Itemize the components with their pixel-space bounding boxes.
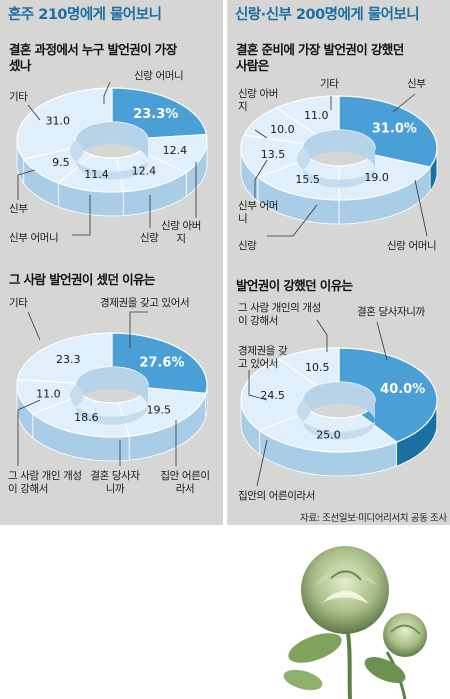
right-question-1: 결혼 준비에 가장 발언권이 강했던 사람은 bbox=[236, 42, 404, 74]
slice-label: 그 사람 개인 개성이 강해서 bbox=[8, 470, 82, 495]
slice-value-3: 11.4 bbox=[84, 168, 109, 181]
slice-value-1: 25.0 bbox=[316, 429, 341, 442]
slice-value-4: 9.5 bbox=[52, 156, 70, 169]
leader-line bbox=[17, 399, 41, 466]
right-question-2: 발언권이 강했던 이유는 bbox=[236, 278, 353, 293]
donut-hole-floor bbox=[70, 385, 148, 425]
slice-label: 기타 bbox=[320, 78, 339, 90]
donut-hole-floor bbox=[297, 148, 375, 188]
left-panel: 혼주 210명에게 물어보니 결혼 과정에서 누구 발언권이 가장 셌나 23.… bbox=[0, 0, 223, 525]
slice-top-1 bbox=[338, 153, 432, 201]
slice-label: 신랑 아버지 bbox=[161, 220, 201, 245]
leader-line bbox=[129, 311, 148, 348]
slice-label: 기타 bbox=[9, 91, 28, 103]
left-panel-title: 혼주 210명에게 물어보니 bbox=[8, 7, 162, 23]
slice-value-1: 12.4 bbox=[163, 144, 188, 157]
donut-hole-wall bbox=[76, 367, 148, 407]
left-question-1: 결혼 과정에서 누구 발언권이 가장 셌나 bbox=[9, 42, 177, 74]
left-question-1-line1: 결혼 과정에서 누구 발언권이 가장 bbox=[9, 42, 177, 57]
slice-value-5: 11.0 bbox=[304, 109, 329, 122]
donut-hole-wall bbox=[76, 122, 148, 162]
slice-value-1: 19.5 bbox=[146, 404, 171, 417]
slice-label: 신부 bbox=[407, 78, 426, 90]
donut-chart-left-2: 27.6% 19.5 18.6 11.0 23.3 bbox=[16, 311, 208, 466]
slice-value-2: 12.4 bbox=[132, 165, 157, 178]
slice-label: 신랑 어머니 bbox=[387, 240, 437, 252]
leader-line bbox=[392, 93, 416, 113]
slice-label: 신부 어머니 bbox=[9, 232, 59, 244]
slice-label: 신랑 어머니 bbox=[134, 70, 184, 82]
leader-line bbox=[316, 319, 328, 352]
leader-line bbox=[17, 169, 36, 200]
leader-line bbox=[103, 81, 111, 104]
donut-chart-right-1: 31.0% 19.0 15.5 13.5 10.0 11.0 bbox=[240, 93, 438, 237]
leader-line bbox=[254, 159, 268, 198]
slice-value-5: 31.0 bbox=[46, 114, 71, 127]
slice-value-0: 27.6% bbox=[139, 355, 184, 370]
rose-photo bbox=[283, 546, 427, 699]
donut-hole-wall bbox=[303, 130, 375, 170]
slice-top-2 bbox=[31, 394, 131, 438]
slice-label: 경제권을 갖고 있어서 bbox=[238, 345, 288, 370]
right-panel: 신랑·신부 200명에게 물어보니 결혼 준비에 가장 발언권이 강했던 사람은… bbox=[227, 0, 450, 525]
slice-value-0: 31.0% bbox=[372, 121, 417, 136]
leader-line bbox=[72, 195, 91, 236]
slice-label: 집안 어른이라서 bbox=[160, 470, 210, 495]
slice-label: 기타 bbox=[9, 297, 28, 309]
right-question-1-line1: 결혼 준비에 가장 발언권이 강했던 bbox=[236, 42, 404, 57]
leader-line bbox=[376, 321, 388, 361]
donut-hole-floor bbox=[70, 140, 148, 180]
source-note: 자료: 조선일보·미디어리서치 공동 조사 bbox=[300, 513, 447, 524]
donut-hole-wall bbox=[303, 382, 375, 422]
leader-line bbox=[267, 204, 318, 237]
slice-label: 집안의 어른이라서 bbox=[238, 490, 316, 502]
leader-line bbox=[248, 370, 268, 401]
slice-value-4: 23.3 bbox=[56, 353, 81, 366]
slice-label: 경제권을 갖고 있어서 bbox=[100, 297, 190, 309]
left-question-1-line2: 셌나 bbox=[9, 58, 31, 73]
slice-label: 신랑 아버지 bbox=[238, 88, 278, 113]
leader-line bbox=[256, 439, 268, 487]
right-panel-title: 신랑·신부 200명에게 물어보니 bbox=[235, 7, 420, 23]
slice-label: 그 사람 개인의 개성이 강해서 bbox=[238, 302, 321, 327]
donut-chart-right-2: 40.0% 25.0 24.5 10.5 bbox=[240, 319, 438, 487]
leader-line bbox=[27, 311, 41, 341]
slice-label: 신랑 bbox=[140, 232, 159, 244]
slice-label: 결혼 당사자니까 bbox=[357, 306, 425, 318]
slice-value-0: 23.3% bbox=[133, 107, 178, 122]
slice-value-3: 11.0 bbox=[36, 387, 61, 400]
leader-line bbox=[27, 104, 41, 121]
slice-value-2: 15.5 bbox=[295, 173, 320, 186]
leader-line bbox=[414, 179, 428, 237]
slice-value-1: 19.0 bbox=[364, 171, 389, 184]
donut-hole-floor bbox=[297, 400, 375, 440]
slice-label: 결혼 당사자니까 bbox=[90, 470, 140, 495]
slice-label: 신랑 bbox=[238, 240, 257, 252]
slice-value-4: 10.0 bbox=[270, 123, 295, 136]
leader-line bbox=[254, 129, 268, 139]
right-question-1-line2: 사람은 bbox=[236, 58, 269, 73]
slice-label: 신부 bbox=[9, 203, 28, 215]
slice-value-3: 10.5 bbox=[305, 361, 330, 374]
left-question-2: 그 사람 발언권이 셌던 이유는 bbox=[9, 272, 155, 287]
slice-value-2: 24.5 bbox=[260, 389, 285, 402]
slice-value-0: 40.0% bbox=[380, 382, 425, 397]
donut-chart-left-1: 23.3% 12.4 12.4 11.4 9.5 31.0 bbox=[16, 81, 208, 236]
slice-value-3: 13.5 bbox=[261, 148, 286, 161]
slice-label: 신부 어머니 bbox=[238, 200, 278, 225]
slice-value-2: 18.6 bbox=[74, 411, 99, 424]
